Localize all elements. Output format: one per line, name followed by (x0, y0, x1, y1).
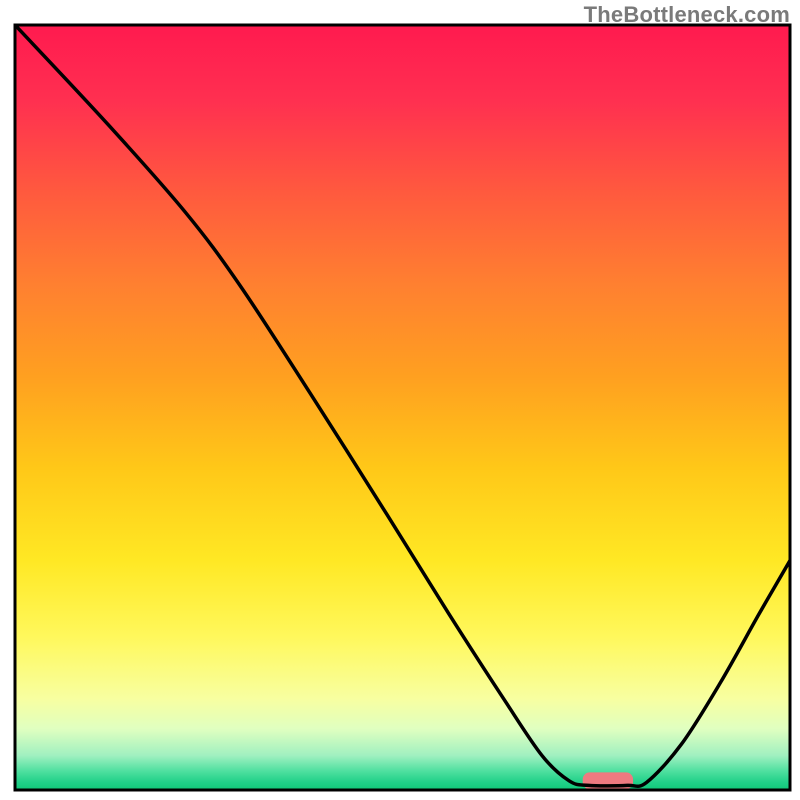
watermark-text: TheBottleneck.com (584, 2, 790, 28)
chart-container: TheBottleneck.com (0, 0, 800, 800)
plot-area (15, 25, 790, 790)
gradient-background (15, 25, 790, 790)
bottleneck-chart (0, 0, 800, 800)
